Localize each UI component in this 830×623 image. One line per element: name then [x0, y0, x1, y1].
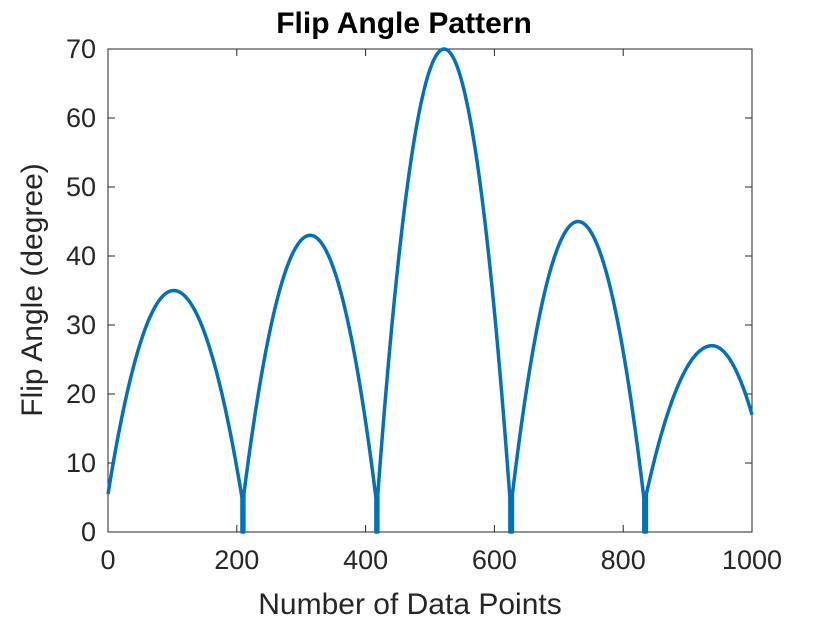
y-tick-label: 50 [66, 172, 96, 202]
x-axis: 0 200 400 600 800 1000 [100, 49, 782, 575]
y-tick-label: 0 [81, 517, 96, 547]
y-tick-label: 60 [66, 103, 96, 133]
series-line-flip-angle [106, 47, 754, 534]
x-tick-label: 400 [343, 545, 388, 575]
x-tick-label: 600 [472, 545, 517, 575]
y-tick-label: 10 [66, 448, 96, 478]
y-axis: 0 10 20 30 40 50 60 70 [66, 34, 752, 547]
x-tick-label: 800 [601, 545, 646, 575]
y-tick-label: 40 [66, 241, 96, 271]
chart-title: Flip Angle Pattern [276, 7, 532, 40]
plot-frame [107, 48, 753, 533]
x-axis-label: Number of Data Points [258, 588, 561, 621]
x-tick-label: 1000 [722, 545, 782, 575]
y-tick-label: 20 [66, 379, 96, 409]
y-tick-label: 70 [66, 34, 96, 64]
y-axis-label: Flip Angle (degree) [16, 163, 49, 416]
x-tick-label: 0 [100, 545, 115, 575]
y-tick-label: 30 [66, 310, 96, 340]
x-tick-label: 200 [214, 545, 259, 575]
